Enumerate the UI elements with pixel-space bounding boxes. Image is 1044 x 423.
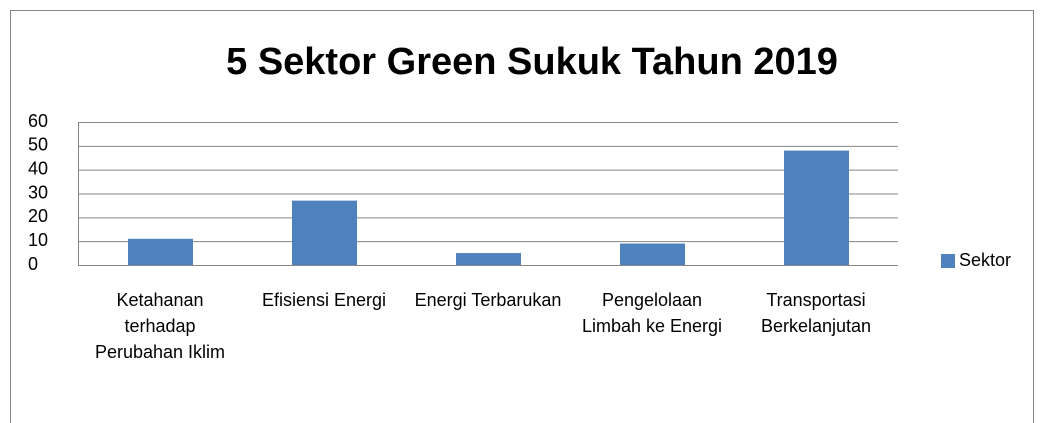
chart-border [10, 10, 1034, 423]
x-tick-label: Energi Terbarukan [414, 290, 562, 310]
x-tick-label: Pengelolaan Limbah ke Energi [581, 290, 723, 336]
legend-label: Sektor [959, 250, 1011, 270]
x-tick-label: Efisiensi Energi [261, 290, 387, 310]
y-tick-label: 40 [28, 158, 48, 178]
bar [292, 200, 357, 265]
y-tick-label: 50 [28, 135, 48, 155]
bar [456, 253, 521, 265]
y-tick-label: 30 [28, 182, 48, 202]
bar [620, 243, 685, 265]
x-tick-label: Transportasi Berkelanjutan [760, 290, 872, 336]
chart-title: 5 Sektor Green Sukuk Tahun 2019 [226, 41, 838, 83]
x-tick-label: Ketahanan terhadap Perubahan Iklim [94, 290, 226, 362]
y-tick-label: 0 [28, 254, 38, 274]
bar [128, 238, 193, 265]
y-tick-label: 60 [28, 111, 48, 131]
y-tick-label: 10 [28, 230, 48, 250]
bar [784, 150, 849, 265]
y-tick-label: 20 [28, 206, 48, 226]
legend-swatch [941, 254, 955, 268]
